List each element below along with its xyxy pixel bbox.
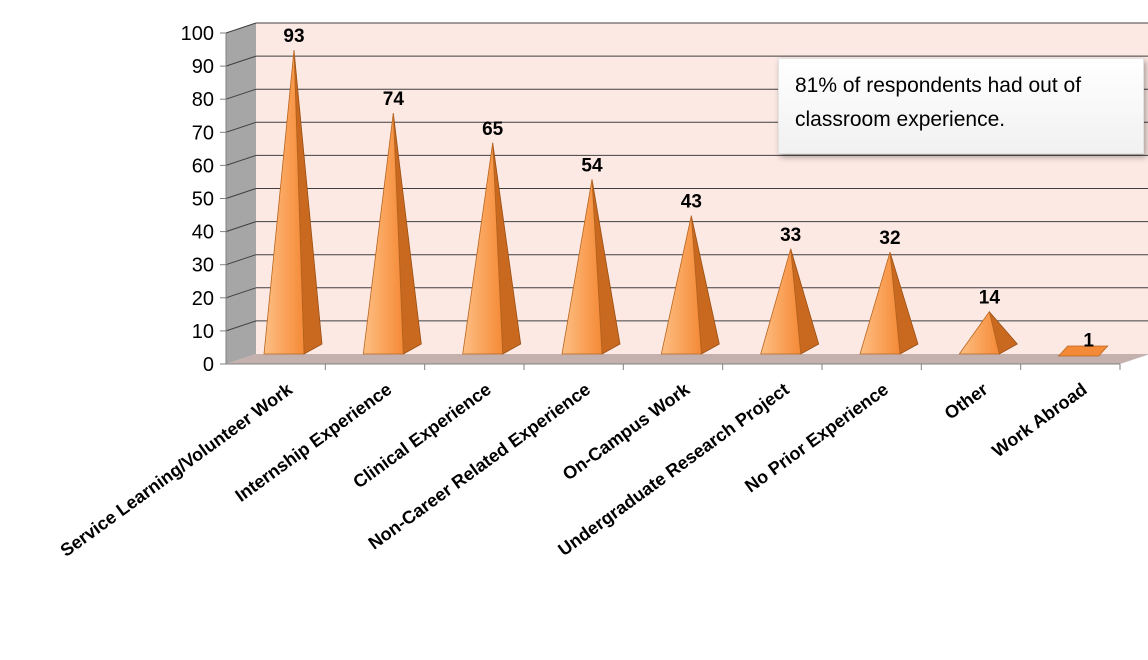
- y-tick-label: 90: [192, 56, 214, 78]
- y-tick-label: 50: [192, 189, 214, 211]
- data-label: 93: [283, 26, 304, 47]
- data-label: 74: [383, 89, 405, 110]
- gridline-diagonal: [225, 121, 257, 133]
- bars: [263, 50, 1109, 357]
- pyramid-bar: [760, 248, 820, 355]
- pyramid-front-face: [462, 142, 504, 355]
- pyramid-bar: [263, 50, 323, 355]
- annotation-text: 81% of respondents had out of classroom …: [795, 74, 1082, 131]
- data-label: 54: [581, 155, 603, 176]
- y-tick-label: 60: [192, 155, 214, 177]
- pyramid-bar: [958, 310, 1018, 355]
- annotation-callout: 81% of respondents had out of classroom …: [778, 58, 1144, 154]
- x-tick-label: Internship Experience: [231, 379, 395, 506]
- pyramid-bar: [362, 113, 422, 355]
- gridline-diagonal: [225, 22, 257, 34]
- data-label: 14: [979, 288, 1001, 309]
- pyramid-front-face: [362, 113, 404, 355]
- pyramid-front-face: [859, 251, 901, 355]
- x-tick-label: Other: [941, 379, 992, 423]
- x-axis: Service Learning/Volunteer WorkInternshi…: [57, 363, 1121, 561]
- gridline-diagonal: [225, 287, 257, 299]
- data-label: 32: [879, 228, 900, 249]
- pyramid-front-face: [263, 50, 305, 355]
- y-tick-label: 40: [192, 222, 214, 244]
- data-label: 43: [681, 192, 702, 213]
- x-tick-label: Work Abroad: [988, 379, 1090, 461]
- pyramid-front-face: [760, 248, 802, 355]
- floor: [226, 354, 1148, 364]
- pyramid-front-face: [660, 215, 702, 355]
- pyramid-bar: [561, 179, 621, 355]
- y-tick-label: 80: [192, 89, 214, 111]
- pyramid-front-face: [561, 179, 603, 355]
- y-tick-label: 30: [192, 255, 214, 277]
- y-tick-label: 100: [181, 23, 214, 45]
- data-labels: 93 74 65 54 43 33 32 14 1: [283, 26, 1094, 352]
- pyramid-bar: [1057, 345, 1109, 357]
- gridline-diagonal: [225, 320, 257, 332]
- y-tick-label: 20: [192, 288, 214, 310]
- data-label: 65: [482, 119, 504, 140]
- y-tick-label: 0: [203, 354, 214, 376]
- gridline-diagonal: [225, 88, 257, 100]
- pyramid-face: [1057, 345, 1109, 357]
- y-axis: 0 10 20 30 40 50 60 70 80 90 100: [181, 23, 227, 376]
- gridline-diagonal: [225, 254, 257, 266]
- data-label: 33: [780, 225, 801, 246]
- pyramid-bar: [462, 142, 522, 355]
- gridline-diagonal: [225, 154, 257, 166]
- gridline-diagonal: [225, 188, 257, 199]
- data-label: 1: [1083, 331, 1094, 352]
- gridline-diagonal: [225, 55, 257, 67]
- pyramid-front-face: [958, 310, 1000, 355]
- y-tick-label: 10: [192, 321, 214, 343]
- pyramid-bar: [660, 215, 720, 355]
- gridline-diagonal: [225, 221, 257, 233]
- y-tick-label: 70: [192, 122, 214, 144]
- pyramid-bar: [859, 251, 919, 355]
